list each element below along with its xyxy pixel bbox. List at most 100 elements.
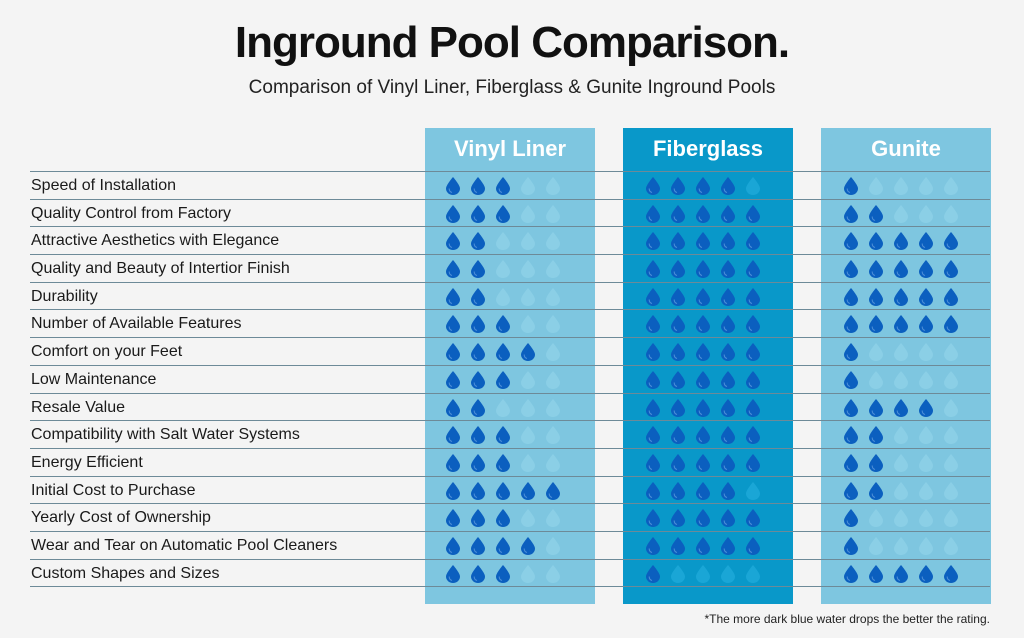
water-drop-filled-icon <box>645 509 661 528</box>
water-drop-filled-icon <box>943 260 959 279</box>
water-drop-filled-icon <box>943 315 959 334</box>
water-drop-filled-icon <box>893 232 909 251</box>
water-drop-filled-icon <box>470 370 486 389</box>
rating-0 <box>445 315 561 334</box>
water-drop-filled-icon <box>745 343 761 362</box>
rating-0 <box>445 564 561 583</box>
water-drop-filled-icon <box>645 232 661 251</box>
water-drop-empty-icon <box>545 453 561 472</box>
water-drop-filled-icon <box>495 564 511 583</box>
water-drop-filled-icon <box>470 426 486 445</box>
water-drop-filled-icon <box>670 232 686 251</box>
water-drop-empty-icon <box>670 564 686 583</box>
water-drop-empty-icon <box>545 287 561 306</box>
water-drop-filled-icon <box>745 370 761 389</box>
water-drop-filled-icon <box>645 343 661 362</box>
rating-1 <box>645 481 761 500</box>
water-drop-filled-icon <box>695 177 711 195</box>
table-row: Initial Cost to Purchase <box>30 477 990 505</box>
water-drop-empty-icon <box>520 398 536 417</box>
water-drop-filled-icon <box>720 343 736 362</box>
water-drop-filled-icon <box>470 343 486 362</box>
water-drop-filled-icon <box>545 481 561 500</box>
water-drop-filled-icon <box>470 481 486 500</box>
water-drop-empty-icon <box>520 287 536 306</box>
rating-0 <box>445 453 561 472</box>
water-drop-empty-icon <box>545 564 561 583</box>
rating-2 <box>843 564 959 583</box>
water-drop-filled-icon <box>720 287 736 306</box>
water-drop-empty-icon <box>943 343 959 362</box>
water-drop-filled-icon <box>445 453 461 472</box>
water-drop-filled-icon <box>470 204 486 223</box>
water-drop-filled-icon <box>843 343 859 362</box>
water-drop-filled-icon <box>695 481 711 500</box>
water-drop-filled-icon <box>645 564 661 583</box>
water-drop-filled-icon <box>670 260 686 279</box>
water-drop-empty-icon <box>745 177 761 195</box>
water-drop-filled-icon <box>745 509 761 528</box>
water-drop-empty-icon <box>893 536 909 555</box>
water-drop-filled-icon <box>893 564 909 583</box>
water-drop-empty-icon <box>495 398 511 417</box>
row-label: Durability <box>31 287 98 305</box>
row-label: Quality and Beauty of Intertior Finish <box>31 260 290 278</box>
water-drop-empty-icon <box>943 453 959 472</box>
water-drop-filled-icon <box>670 481 686 500</box>
water-drop-filled-icon <box>843 398 859 417</box>
rating-1 <box>645 287 761 306</box>
rating-2 <box>843 204 959 223</box>
rating-2 <box>843 536 959 555</box>
water-drop-filled-icon <box>645 177 661 195</box>
water-drop-empty-icon <box>545 398 561 417</box>
rating-1 <box>645 343 761 362</box>
water-drop-empty-icon <box>893 426 909 445</box>
water-drop-filled-icon <box>893 315 909 334</box>
water-drop-empty-icon <box>893 481 909 500</box>
water-drop-filled-icon <box>720 453 736 472</box>
water-drop-filled-icon <box>695 398 711 417</box>
table-row: Custom Shapes and Sizes <box>30 560 990 588</box>
water-drop-filled-icon <box>445 204 461 223</box>
water-drop-filled-icon <box>520 536 536 555</box>
water-drop-filled-icon <box>495 536 511 555</box>
rating-0 <box>445 177 561 195</box>
water-drop-empty-icon <box>943 177 959 195</box>
water-drop-empty-icon <box>918 177 934 195</box>
water-drop-filled-icon <box>445 177 461 195</box>
water-drop-filled-icon <box>445 287 461 306</box>
water-drop-filled-icon <box>445 564 461 583</box>
water-drop-filled-icon <box>720 398 736 417</box>
water-drop-filled-icon <box>695 287 711 306</box>
row-label: Wear and Tear on Automatic Pool Cleaners <box>31 536 338 554</box>
water-drop-filled-icon <box>918 315 934 334</box>
rating-1 <box>645 204 761 223</box>
water-drop-filled-icon <box>645 426 661 445</box>
water-drop-filled-icon <box>670 426 686 445</box>
water-drop-filled-icon <box>670 536 686 555</box>
rating-0 <box>445 260 561 279</box>
water-drop-filled-icon <box>645 315 661 334</box>
water-drop-filled-icon <box>843 509 859 528</box>
rating-1 <box>645 536 761 555</box>
row-label: Energy Efficient <box>31 453 143 471</box>
water-drop-filled-icon <box>445 370 461 389</box>
water-drop-filled-icon <box>470 453 486 472</box>
row-label: Comfort on your Feet <box>31 343 183 361</box>
water-drop-empty-icon <box>893 370 909 389</box>
water-drop-filled-icon <box>470 564 486 583</box>
water-drop-filled-icon <box>520 481 536 500</box>
rating-0 <box>445 204 561 223</box>
water-drop-filled-icon <box>645 287 661 306</box>
water-drop-filled-icon <box>843 481 859 500</box>
rating-1 <box>645 509 761 528</box>
rating-1 <box>645 398 761 417</box>
table-row: Compatibility with Salt Water Systems <box>30 421 990 449</box>
water-drop-filled-icon <box>893 260 909 279</box>
water-drop-filled-icon <box>670 343 686 362</box>
table-row: Speed of Installation <box>30 172 990 200</box>
water-drop-filled-icon <box>943 232 959 251</box>
water-drop-filled-icon <box>695 453 711 472</box>
water-drop-filled-icon <box>495 426 511 445</box>
water-drop-empty-icon <box>893 453 909 472</box>
